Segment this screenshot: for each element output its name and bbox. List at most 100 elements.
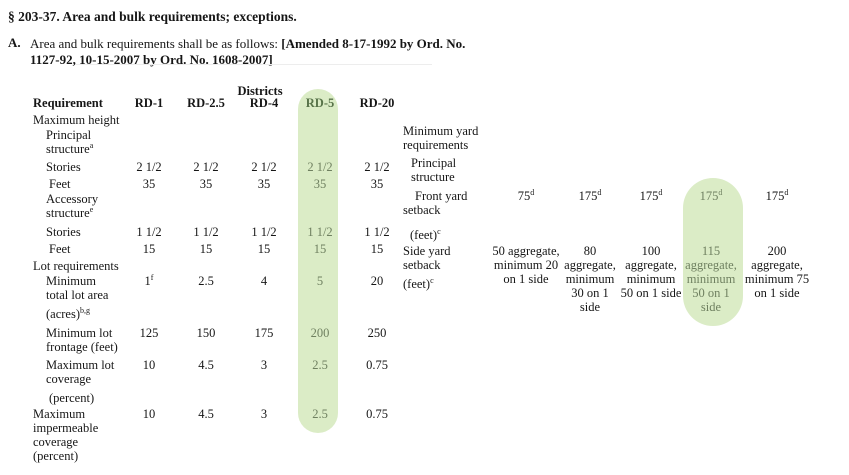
footnote-ref: a — [89, 140, 94, 150]
cell-highlighted: 15 — [313, 242, 327, 256]
cell: 3 — [260, 407, 268, 421]
cell: 2 1/2 — [251, 160, 277, 174]
table-row-maximum-height: Maximum height — [33, 113, 415, 127]
cell-highlighted: 175d — [699, 187, 723, 203]
cell: 4.5 — [198, 407, 214, 421]
cell: 2 1/2 — [136, 160, 162, 174]
row-label: Front yard setback (feet)c — [403, 189, 468, 242]
table-row-lot-requirements: Lot requirements — [33, 259, 415, 273]
footnote-ref: b,g — [80, 305, 90, 315]
row-label: Minimum total lot area — [46, 274, 109, 302]
table-row-stories-principal: Stories 2 1/2 2 1/2 2 1/2 2 1/2 2 1/2 — [33, 160, 415, 174]
cell: 150 — [196, 326, 216, 340]
cell: 50 aggregate, minimum 20 on 1 side — [492, 244, 560, 286]
cell-highlighted: 2.5 — [312, 358, 328, 372]
amendment-note-line-2: 1127-92, 10-15-2007 by Ord. No. 1608-200… — [30, 52, 273, 67]
cell: 250 — [367, 326, 387, 340]
cell: 15 — [199, 242, 213, 256]
table-row-feet-accessory: Feet 15 15 15 15 15 — [33, 242, 415, 256]
table-row-side-yard-setback: Side yard setback (feet)c 50 aggregate, … — [400, 244, 830, 314]
cell: 35 — [199, 177, 213, 191]
cell: 175d — [578, 187, 602, 203]
cell-highlighted: 200 — [310, 326, 330, 340]
table-row-stories-accessory: Stories 1 1/2 1 1/2 1 1/2 1 1/2 1 1/2 — [33, 225, 415, 239]
cell: 4 — [260, 274, 268, 288]
row-label: (percent) — [49, 391, 95, 405]
cell-highlighted: 5 — [316, 274, 324, 288]
table-row-accessory-structure: Accessory structuree — [33, 192, 415, 220]
row-label: Side yard setback (feet)c — [403, 244, 451, 291]
cell: 0.75 — [366, 358, 388, 372]
table-row-feet-principal: Feet 35 35 35 35 35 — [33, 177, 415, 191]
cell: 100 aggregate, minimum 50 on 1 side — [620, 244, 682, 300]
cell: 15 — [142, 242, 156, 256]
table-row-minimum-total-lot-area: Minimum total lot area 1f 2.5 4 5 20 — [33, 272, 415, 302]
column-header-rd1: RD-1 — [134, 96, 164, 110]
cell: 1 1/2 — [251, 225, 277, 239]
cell: 1f — [144, 272, 154, 288]
cell: 175d — [639, 187, 663, 203]
row-label: Accessory structuree — [46, 192, 99, 220]
cell: 200 aggregate, minimum 75 on 1 side — [744, 244, 810, 300]
row-label: Feet — [49, 177, 71, 191]
row-label: Stories — [46, 225, 81, 239]
footnote-ref: f — [150, 272, 154, 282]
cell: 3 — [260, 358, 268, 372]
divider — [75, 64, 432, 65]
row-label: Stories — [46, 160, 81, 174]
rd5-highlight-pill — [298, 89, 338, 433]
clause-intro: Area and bulk requirements shall be as f… — [30, 36, 282, 51]
table-row-minimum-yard-requirements: Minimum yard requirements — [400, 124, 830, 152]
cell: 75d — [517, 187, 535, 203]
footnote-ref: d — [530, 187, 535, 197]
row-label: Minimum yard requirements — [403, 124, 479, 152]
row-label: Maximum lot coverage — [46, 358, 115, 386]
cell: 1 1/2 — [136, 225, 162, 239]
row-label: Feet — [49, 242, 71, 256]
cell: 2.5 — [198, 274, 214, 288]
table-row-minimum-lot-frontage: Minimum lot frontage (feet) 125 150 175 … — [33, 326, 415, 354]
section-heading: § 203-37. Area and bulk requirements; ex… — [8, 9, 297, 24]
cell: 35 — [257, 177, 271, 191]
cell: 35 — [142, 177, 156, 191]
clause-letter: A. — [8, 35, 21, 50]
row-label: Principal structurea — [46, 128, 94, 156]
table-row-acres-unit: (acres)b,g — [33, 305, 415, 321]
cell-highlighted: 1 1/2 — [307, 225, 333, 239]
row-label: Maximum impermeable coverage (percent) — [33, 407, 99, 463]
row-label: Maximum height — [33, 113, 120, 127]
footnote-ref: e — [89, 204, 94, 214]
row-label: Lot requirements — [33, 259, 119, 273]
rd5-side-yard-highlight-pill — [683, 178, 743, 326]
table-row-front-yard-setback: Front yard setback (feet)c 75d 175d 175d… — [400, 187, 830, 242]
clause-body: Area and bulk requirements shall be as f… — [30, 36, 570, 68]
cell: 10 — [142, 407, 156, 421]
table-row-maximum-impermeable-coverage: Maximum impermeable coverage (percent) 1… — [33, 407, 415, 463]
cell: 20 — [370, 274, 384, 288]
footnote-ref: c — [430, 275, 434, 285]
row-label: Minimum lot frontage (feet) — [46, 326, 118, 354]
cell: 125 — [139, 326, 159, 340]
cell: 175d — [765, 187, 789, 203]
cell: 80 aggregate, minimum 30 on 1 side — [564, 244, 616, 314]
table-row-percent-unit: (percent) — [33, 391, 415, 405]
column-header-rd2-5: RD-2.5 — [187, 96, 225, 110]
column-header-rd20: RD-20 — [359, 96, 395, 110]
cell-highlighted: 2 1/2 — [307, 160, 333, 174]
cell: 10 — [142, 358, 156, 372]
cell: 1 1/2 — [193, 225, 219, 239]
amendment-note-line-1: [Amended 8-17-1992 by Ord. No. — [281, 36, 466, 51]
cell: 35 — [370, 177, 384, 191]
districts-group-header: Districts — [237, 84, 283, 98]
cell: 15 — [257, 242, 271, 256]
column-header-requirement: Requirement — [33, 96, 103, 110]
footnote-ref: d — [718, 187, 723, 197]
column-header-rd4: RD-4 — [249, 96, 279, 110]
cell: 2 1/2 — [193, 160, 219, 174]
table-row-principal-structure: Principal structurea — [33, 128, 415, 156]
footnote-ref: d — [658, 187, 663, 197]
table-row-principal-structure-yard: Principal structure — [400, 156, 830, 184]
cell: 2 1/2 — [364, 160, 390, 174]
cell: 1 1/2 — [364, 225, 390, 239]
row-label: (acres)b,g — [46, 305, 90, 321]
